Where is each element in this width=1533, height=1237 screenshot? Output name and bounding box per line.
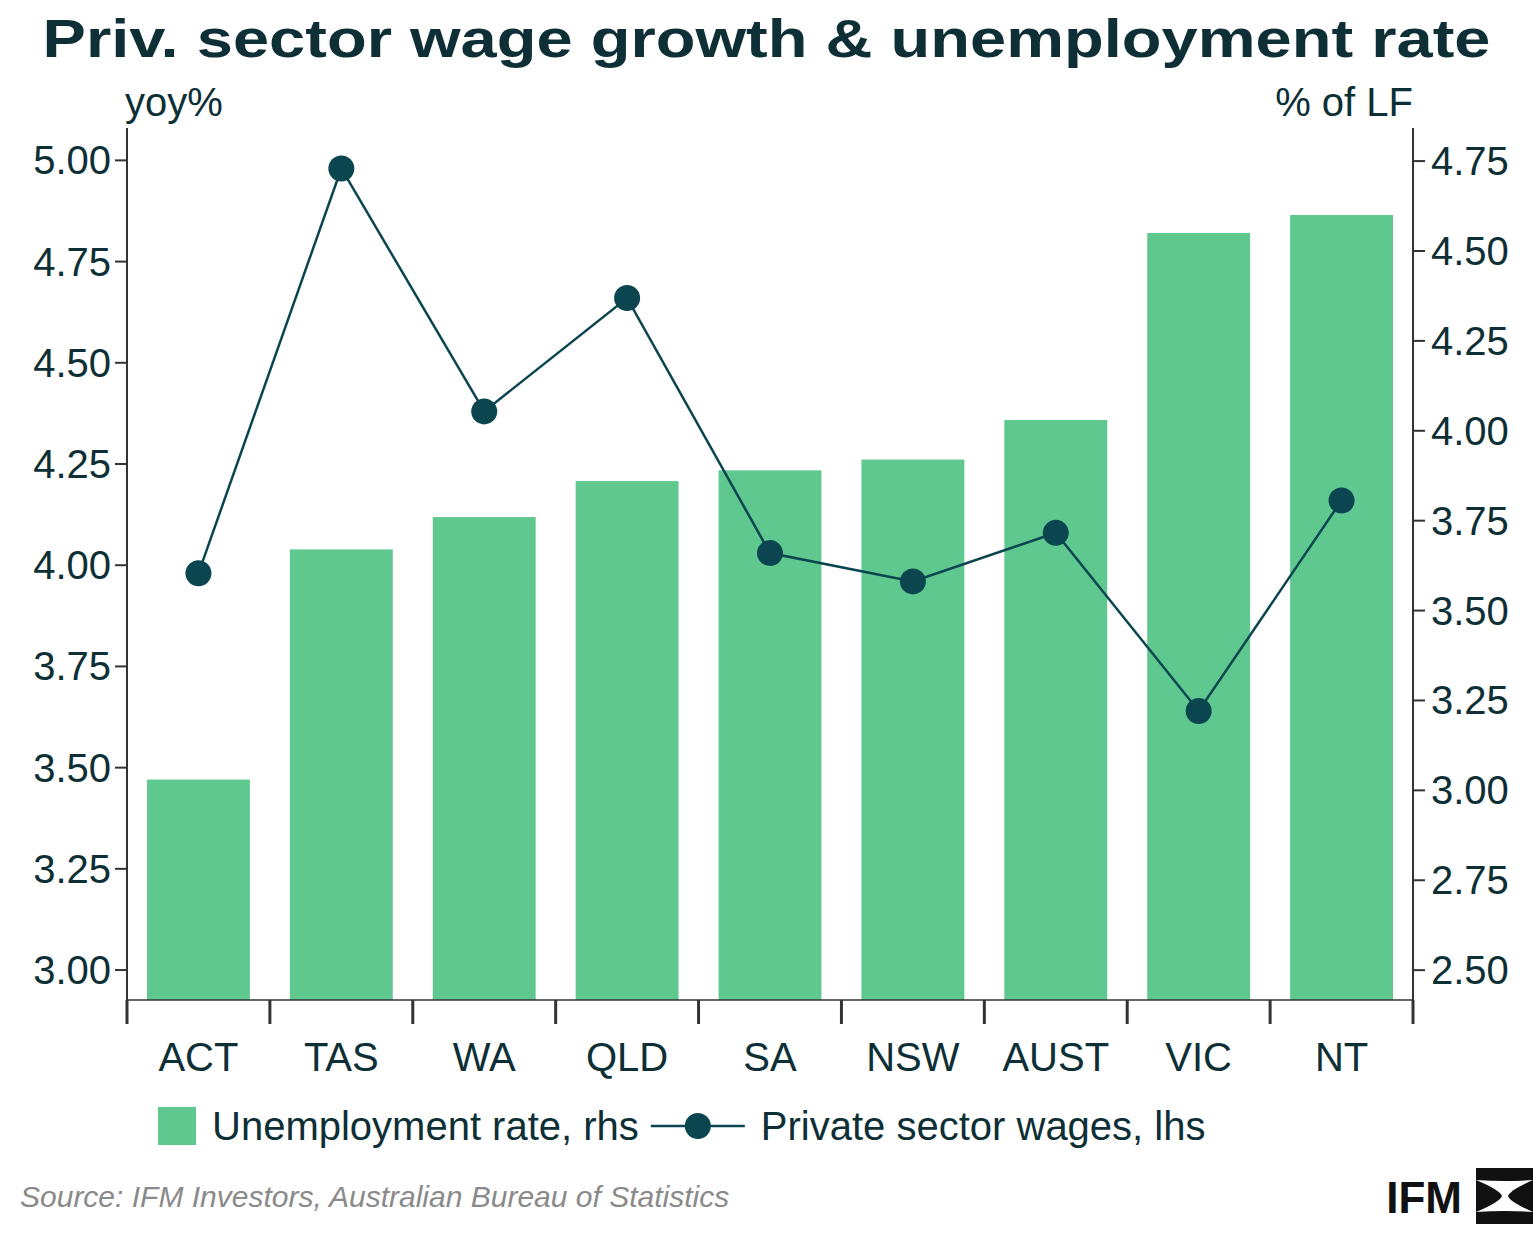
logo-shape (1476, 1168, 1533, 1181)
x-tick-divider (983, 1000, 986, 1024)
marker (614, 285, 640, 311)
y2-tick (1413, 340, 1425, 342)
y-tick (115, 463, 127, 465)
bar (576, 481, 679, 1000)
y-tick (115, 969, 127, 971)
marker (1043, 520, 1069, 546)
x-tick-divider (1126, 1000, 1129, 1024)
bar (861, 460, 964, 1000)
source: Source: IFM Investors, Australian Bureau… (20, 1180, 729, 1213)
y2-tick (1413, 250, 1425, 252)
x-tick-label: AUST (1002, 1035, 1109, 1079)
y-tick-label: 4.25 (33, 442, 111, 486)
y-tick (115, 767, 127, 769)
y2-tick (1413, 969, 1425, 971)
bar (1147, 233, 1250, 1000)
y2-tick-label: 4.00 (1431, 409, 1509, 453)
logo-icon (1476, 1168, 1533, 1224)
y-tick (115, 665, 127, 667)
legend-label: Private sector wages, lhs (761, 1104, 1206, 1148)
x-axis-line (127, 999, 1413, 1001)
bar (1004, 420, 1107, 1000)
legend-item: Unemployment rate, rhs (158, 1104, 639, 1148)
y2-tick-label: 3.25 (1431, 678, 1509, 722)
x-tick-divider (411, 1000, 414, 1024)
y-tick (115, 261, 127, 263)
y2-tick (1413, 610, 1425, 612)
x-tick-divider (1412, 1000, 1415, 1024)
x-tick-divider (554, 1000, 557, 1024)
y-tick-label: 4.50 (33, 341, 111, 385)
plot-area (147, 155, 1393, 1000)
x-tick-divider (126, 1000, 129, 1024)
marker (471, 398, 497, 424)
line (198, 168, 1341, 710)
y-tick (115, 159, 127, 161)
y-tick (115, 868, 127, 870)
bar (1290, 215, 1393, 1000)
legend-swatch (158, 1107, 196, 1145)
title: Priv. sector wage growth & unemployment … (43, 8, 1491, 68)
y-tick-label: 3.00 (33, 948, 111, 992)
x-tick-label: VIC (1165, 1035, 1232, 1079)
x-tick-label: NSW (866, 1035, 960, 1079)
x-tick-divider (840, 1000, 843, 1024)
x-tick-label: ACT (158, 1035, 238, 1079)
marker (328, 155, 354, 181)
y2-tick-label: 2.50 (1431, 948, 1509, 992)
y2-tick (1413, 789, 1425, 791)
y2-axis-label: % of LF (1275, 80, 1413, 124)
y2-tick-label: 2.75 (1431, 858, 1509, 902)
chart: Priv. sector wage growth & unemployment … (0, 0, 1533, 1237)
x-tick-divider (268, 1000, 271, 1024)
y-tick-label: 4.00 (33, 543, 111, 587)
y-tick-label: 3.50 (33, 746, 111, 790)
x-tick-label: NT (1315, 1035, 1368, 1079)
marker (757, 540, 783, 566)
y-tick-label: 3.75 (33, 644, 111, 688)
y2-tick (1413, 160, 1425, 162)
bar (147, 780, 250, 1000)
y2-tick (1413, 430, 1425, 432)
x-tick-label: QLD (586, 1035, 668, 1079)
logo-text: IFM (1386, 1173, 1462, 1222)
marker (185, 560, 211, 586)
marker (1329, 487, 1355, 513)
y-tick-label: 5.00 (33, 138, 111, 182)
x-tick-label: SA (743, 1035, 797, 1079)
y-tick (115, 564, 127, 566)
y-tick (115, 362, 127, 364)
y2-tick-label: 3.50 (1431, 589, 1509, 633)
logo-shape (1476, 1211, 1533, 1224)
x-tick-label: WA (453, 1035, 516, 1079)
y-tick-label: 4.75 (33, 240, 111, 284)
y2-tick-label: 3.75 (1431, 499, 1509, 543)
x-tick-label: TAS (304, 1035, 379, 1079)
y2-tick-label: 4.50 (1431, 229, 1509, 273)
y2-tick-label: 3.00 (1431, 768, 1509, 812)
bar (719, 470, 822, 1000)
marker (1186, 698, 1212, 724)
y2-axis-line (1412, 128, 1414, 1000)
bar (433, 517, 536, 1000)
legend-label: Unemployment rate, rhs (212, 1104, 639, 1148)
x-tick-divider (1269, 1000, 1272, 1024)
y-axis-label: yoy% (125, 80, 223, 124)
legend-marker (685, 1113, 711, 1139)
y2-tick-label: 4.75 (1431, 139, 1509, 183)
x-tick-divider (697, 1000, 700, 1024)
logo-shape (1476, 1180, 1502, 1212)
legend-item: Private sector wages, lhs (651, 1104, 1206, 1148)
marker (900, 568, 926, 594)
y2-tick (1413, 879, 1425, 881)
bar (290, 549, 393, 1000)
y2-tick-label: 4.25 (1431, 319, 1509, 363)
y-tick-label: 3.25 (33, 847, 111, 891)
y2-tick (1413, 699, 1425, 701)
logo-shape (1508, 1180, 1533, 1212)
y2-tick (1413, 520, 1425, 522)
